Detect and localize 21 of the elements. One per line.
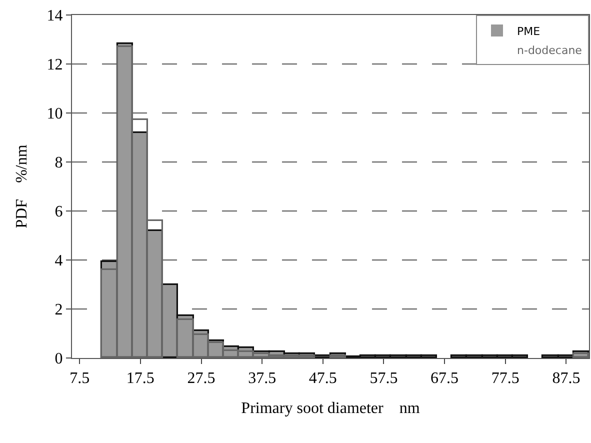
- x-tick-label: 77.5: [491, 370, 520, 388]
- legend-label: PME: [517, 24, 540, 38]
- x-tick-label: 27.5: [187, 370, 216, 388]
- x-tick-label: 67.5: [430, 370, 459, 388]
- x-axis-title: Primary soot diameter nm: [241, 400, 420, 417]
- y-tick-label: 8: [54, 154, 63, 172]
- y-axis-title: PDF %/nm: [14, 144, 31, 228]
- y-tick-label: 2: [54, 302, 63, 319]
- text: n-dodecane: [517, 44, 582, 57]
- y-tick-label: 14: [46, 8, 63, 25]
- y-tick-label: 6: [54, 204, 63, 221]
- x-tick-label: 37.5: [248, 370, 276, 388]
- y-tick-label: 12: [46, 56, 63, 74]
- x-tick-label: 17.5: [126, 370, 154, 388]
- x-tick-label: 7.5: [70, 370, 90, 388]
- x-tick-label: 47.5: [308, 370, 337, 388]
- y-tick-label: 10: [46, 106, 63, 123]
- x-tick-label: 57.5: [370, 370, 398, 388]
- y-tick-label: 4: [54, 252, 63, 270]
- x-tick-label: 87.5: [552, 370, 580, 388]
- y-tick-label: 0: [54, 350, 63, 368]
